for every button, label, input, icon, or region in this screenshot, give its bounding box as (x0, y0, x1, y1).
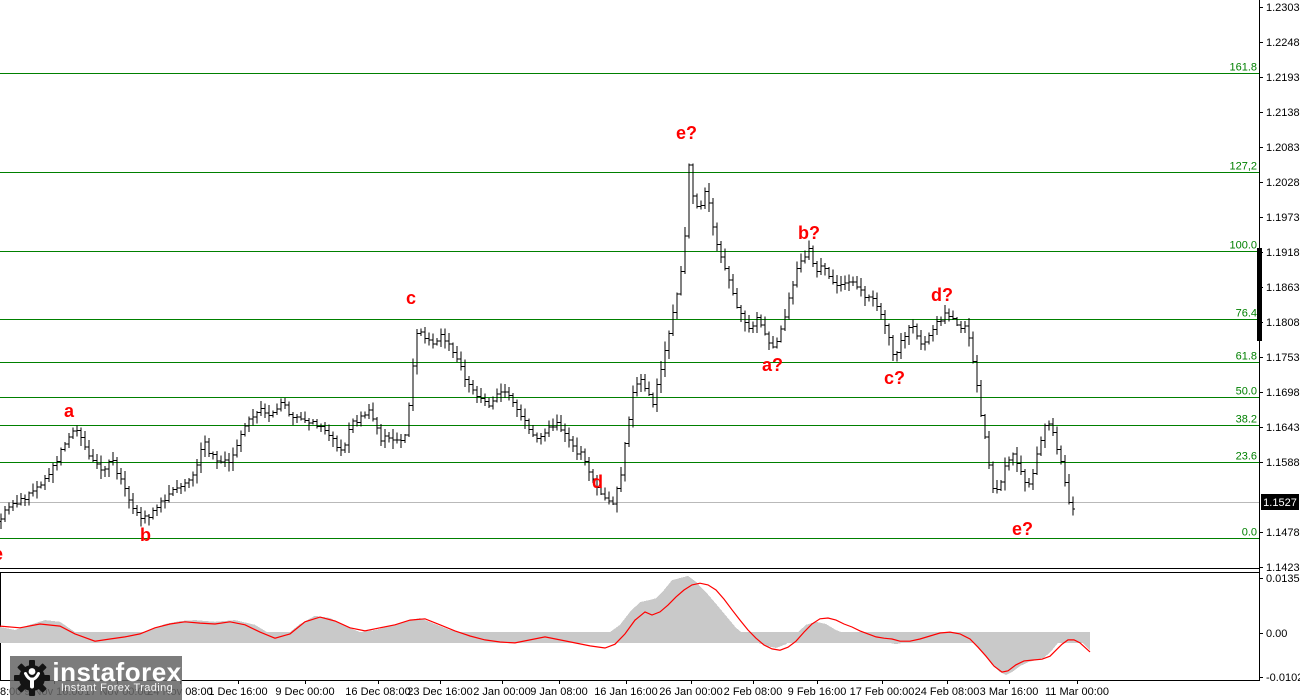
macd-histogram-area (0, 575, 1090, 676)
wave-label-aq: a? (762, 355, 783, 375)
time-tick-label: 9 Feb 16:00 (788, 686, 847, 698)
fib-label: 127,2 (1229, 161, 1257, 173)
axis-marker-bar (1257, 248, 1262, 341)
wave-label-e: e (0, 544, 3, 564)
wave-label-b: b (140, 525, 151, 545)
fib-label: 0.0 (1242, 527, 1257, 539)
fib-label: 50.0 (1236, 386, 1257, 398)
price-bars (0, 163, 1075, 529)
person-figure (24, 668, 40, 689)
wave-label-eq: e? (676, 123, 697, 143)
instaforex-watermark: instaforex Instant Forex Trading (10, 656, 182, 700)
wave-label-eq: e? (1012, 519, 1033, 539)
price-tick-label: 1.2303 (1266, 2, 1300, 14)
macd-signal-line (0, 582, 1091, 673)
time-tick-label: 9 Jan 08:00 (530, 686, 588, 698)
brand-tagline: Instant Forex Trading (60, 682, 174, 694)
price-tick-label: 1.1588 (1266, 457, 1300, 469)
fib-label: 23.6 (1236, 451, 1257, 463)
wave-label-c: c (406, 288, 416, 308)
price-tick-label: 1.1918 (1266, 247, 1300, 259)
price-scale: 1.2303 1.2248 1.2193 1.2138 1.2083 1.2028 1.19… (1257, 2, 1300, 684)
time-tick-label: 16 Jan 16:00 (594, 686, 658, 698)
time-tick-label: 24 Feb 08:00 (915, 686, 980, 698)
time-tick-label: 11 Mar 00:00 (1045, 686, 1109, 698)
time-tick-label: 17 Feb 00:00 (850, 686, 915, 698)
time-tick-label: 26 Jan 00:00 (659, 686, 723, 698)
price-tick-label: 1.1863 (1266, 282, 1300, 294)
pane-borders (0, 0, 1260, 681)
fib-label: 76.4 (1236, 308, 1257, 320)
price-tick-label: 1.2248 (1266, 37, 1300, 49)
wave-label-dq: d? (931, 285, 953, 305)
time-tick-label: 23 Dec 16:00 (407, 686, 472, 698)
wave-label-d: d (592, 472, 603, 492)
time-tick-label: 1 Dec 16:00 (208, 686, 267, 698)
fib-label: 100.0 (1229, 240, 1257, 252)
price-tick-label: 1.2193 (1266, 72, 1300, 84)
price-tick-label: 1.1808 (1266, 317, 1300, 329)
price-tick-label: 1.2028 (1266, 177, 1300, 189)
ohlc-bars-path (0, 163, 1075, 529)
price-tick-label: 1.1478 (1266, 527, 1300, 539)
brand-name: instaforex (52, 657, 182, 687)
fib-label: 161.8 (1229, 62, 1257, 74)
time-tick-label: 2 Feb 08:00 (724, 686, 783, 698)
wave-label-bq: b? (798, 223, 820, 243)
price-tick-label: 1.2083 (1266, 142, 1300, 154)
indicator-tick-label: 0.00 (1266, 628, 1287, 640)
indicator-tick-label: -0.01026 (1266, 672, 1300, 684)
current-price-box (1261, 494, 1299, 510)
price-tick-label: 1.1698 (1266, 387, 1300, 399)
wave-label-cq: c? (884, 368, 905, 388)
price-tick-label: 1.1973 (1266, 212, 1300, 224)
price-tick-label: 1.1643 (1266, 422, 1300, 434)
indicator (0, 575, 1091, 676)
current-price-value: 1.1527 (1263, 497, 1297, 509)
time-tick-label: 9 Dec 00:00 (275, 686, 334, 698)
fib-label: 61.8 (1236, 351, 1257, 363)
time-tick-label: 16 Dec 08:00 (345, 686, 410, 698)
indicator-tick-label: 0.0135 (1266, 573, 1300, 585)
time-tick-label: 2 Jan 00:00 (473, 686, 531, 698)
time-tick-label: 3 Mar 16:00 (980, 686, 1039, 698)
price-tick-label: 1.1423 (1266, 562, 1300, 574)
price-tick-label: 1.2138 (1266, 107, 1300, 119)
fib-levels: 161.8 127,2 100.0 76.4 61.8 50.0 38.2 23.6 0.0 (0, 62, 1259, 539)
wave-label-a: a (64, 401, 75, 421)
wave-labels: e a b c d e? a? b? c? d? e? (0, 123, 1033, 564)
instaforex-gear-icon (14, 660, 50, 696)
price-tick-label: 1.1753 (1266, 352, 1300, 364)
fib-label: 38.2 (1236, 414, 1257, 426)
